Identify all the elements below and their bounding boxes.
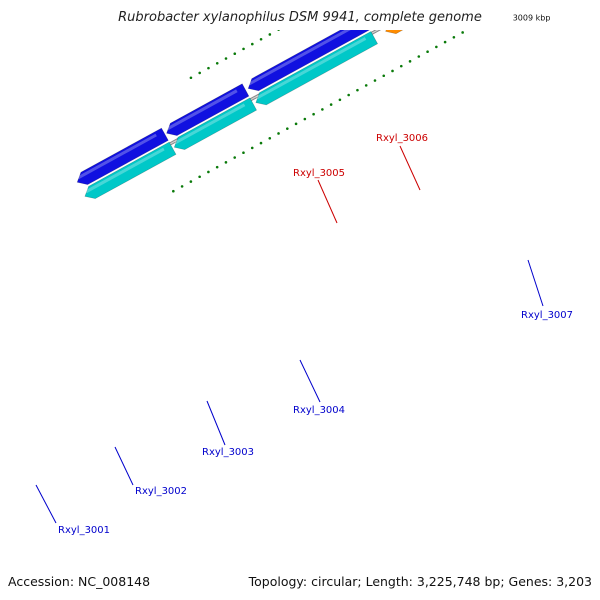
gene-arrow-blue-highlight [77, 133, 157, 180]
gene-label-Rxyl_3005[interactable]: Rxyl_3005 [293, 168, 345, 179]
gene-label-Rxyl_3004[interactable]: Rxyl_3004 [293, 405, 345, 416]
guide-dot [417, 55, 421, 58]
guide-dot [312, 112, 315, 116]
guide-dot [207, 170, 210, 174]
guide-dot [356, 88, 359, 92]
guide-dot [198, 71, 201, 75]
gene-arrow-Rxyl_3002[interactable] [173, 97, 258, 150]
guide-dot [505, 7, 508, 10]
guide-dot [189, 76, 193, 80]
feature-track [76, 0, 441, 199]
guide-dot [207, 66, 210, 70]
guide-dot [189, 180, 193, 183]
guide-dot [294, 122, 298, 126]
outer-dotted-guide [189, 0, 333, 80]
guide-dot [329, 103, 333, 106]
guide-dot [321, 4, 324, 7]
gene-arrow-Rxyl_3004-highlight [386, 3, 430, 29]
guide-dot [303, 117, 307, 121]
guide-dot [295, 19, 298, 22]
leader-line [299, 359, 321, 403]
map-title: Rubrobacter xylanophilus DSM 9941, compl… [118, 10, 482, 25]
gene-arrow-blue-highlight [378, 0, 422, 14]
guide-dot [259, 37, 263, 41]
guide-dot [514, 2, 517, 5]
accession-text: Accession: NC_008148 [8, 574, 151, 589]
genome-summary-text: Topology: circular; Length: 3,225,748 bp… [248, 574, 592, 589]
guide-dot [198, 175, 201, 179]
gene-label-Rxyl_3007[interactable]: Rxyl_3007 [521, 310, 573, 321]
guide-dot [435, 45, 438, 49]
gene-arrow-blue[interactable] [76, 127, 169, 185]
tick-labels: 3009 kbp3010 kbp3011 kbp3012 kbp3013 kbp… [513, 14, 551, 23]
guide-dot [277, 30, 280, 31]
guide-dot [347, 93, 350, 97]
guide-dot [399, 64, 403, 68]
guide-dot [312, 9, 315, 12]
guide-dot [391, 69, 394, 73]
guide-dot [268, 136, 272, 140]
gene-arrow-Rxyl_3001-highlight [85, 147, 165, 194]
guide-dot [268, 33, 272, 36]
gene-arrow-Rxyl_3001[interactable] [84, 141, 177, 199]
gene-label-Rxyl_3006[interactable]: Rxyl_3006 [376, 133, 428, 144]
gene-arrow-blue[interactable] [247, 18, 370, 92]
guide-dot [488, 17, 491, 20]
gene-arrow-Rxyl_3003[interactable] [255, 31, 379, 106]
guide-dot [286, 24, 289, 27]
guide-dot [233, 52, 237, 55]
leader-line [399, 145, 421, 191]
gene-label-Rxyl_3003[interactable]: Rxyl_3003 [202, 447, 254, 458]
guide-dot [364, 84, 368, 87]
guide-dot [321, 108, 324, 111]
guide-dot [304, 14, 307, 17]
gene-arrow-blue[interactable] [166, 83, 250, 136]
gene-arrow-Rxyl_3003-highlight [256, 37, 367, 100]
guide-dot [382, 74, 386, 78]
tick-label: 3009 kbp [513, 14, 551, 23]
guide-dot [250, 146, 254, 150]
guide-dot [259, 141, 263, 145]
guide-dot [496, 12, 499, 15]
guide-dot [277, 132, 280, 135]
guide-dot [373, 79, 377, 82]
gene-label-Rxyl_3001[interactable]: Rxyl_3001 [58, 525, 110, 536]
guide-dot [215, 165, 219, 169]
guide-dot [224, 161, 228, 164]
leader-line [317, 179, 338, 224]
guide-dot [461, 31, 464, 34]
guide-dot [172, 189, 175, 193]
guide-dot [180, 185, 184, 188]
leader-line [35, 484, 57, 524]
guide-dot [215, 62, 219, 65]
gene-arrow-Rxyl_3002-highlight [174, 103, 246, 145]
gene-arrow-Rxyl_3004[interactable] [385, 0, 441, 35]
gene-arrow-blue-highlight [166, 89, 238, 131]
guide-dot [443, 40, 447, 44]
gene-arrow-blue-highlight [248, 30, 351, 86]
inner-dotted-guide [172, 2, 517, 193]
guide-dot [408, 60, 412, 63]
guide-dot [330, 0, 333, 2]
leader-line [527, 259, 544, 307]
leader-line [206, 400, 226, 446]
gene-label-Rxyl_3002[interactable]: Rxyl_3002 [135, 486, 187, 497]
guide-dot [426, 50, 429, 54]
guide-dot [452, 35, 456, 39]
guide-dot [224, 57, 228, 60]
guide-dot [338, 98, 342, 102]
guide-dot [242, 47, 245, 51]
guide-dot [242, 151, 245, 155]
guide-dot [470, 26, 473, 29]
guide-dot [479, 22, 482, 25]
guide-dot [251, 42, 254, 46]
gene-arrow-blue[interactable] [378, 0, 433, 20]
leader-line [114, 446, 134, 486]
guide-dot [286, 127, 289, 130]
gene-labels: Rxyl_3001 Rxyl_3002 Rxyl_3003 Rxyl_3004 Rxyl… [35, 133, 573, 536]
guide-dot [233, 156, 237, 159]
